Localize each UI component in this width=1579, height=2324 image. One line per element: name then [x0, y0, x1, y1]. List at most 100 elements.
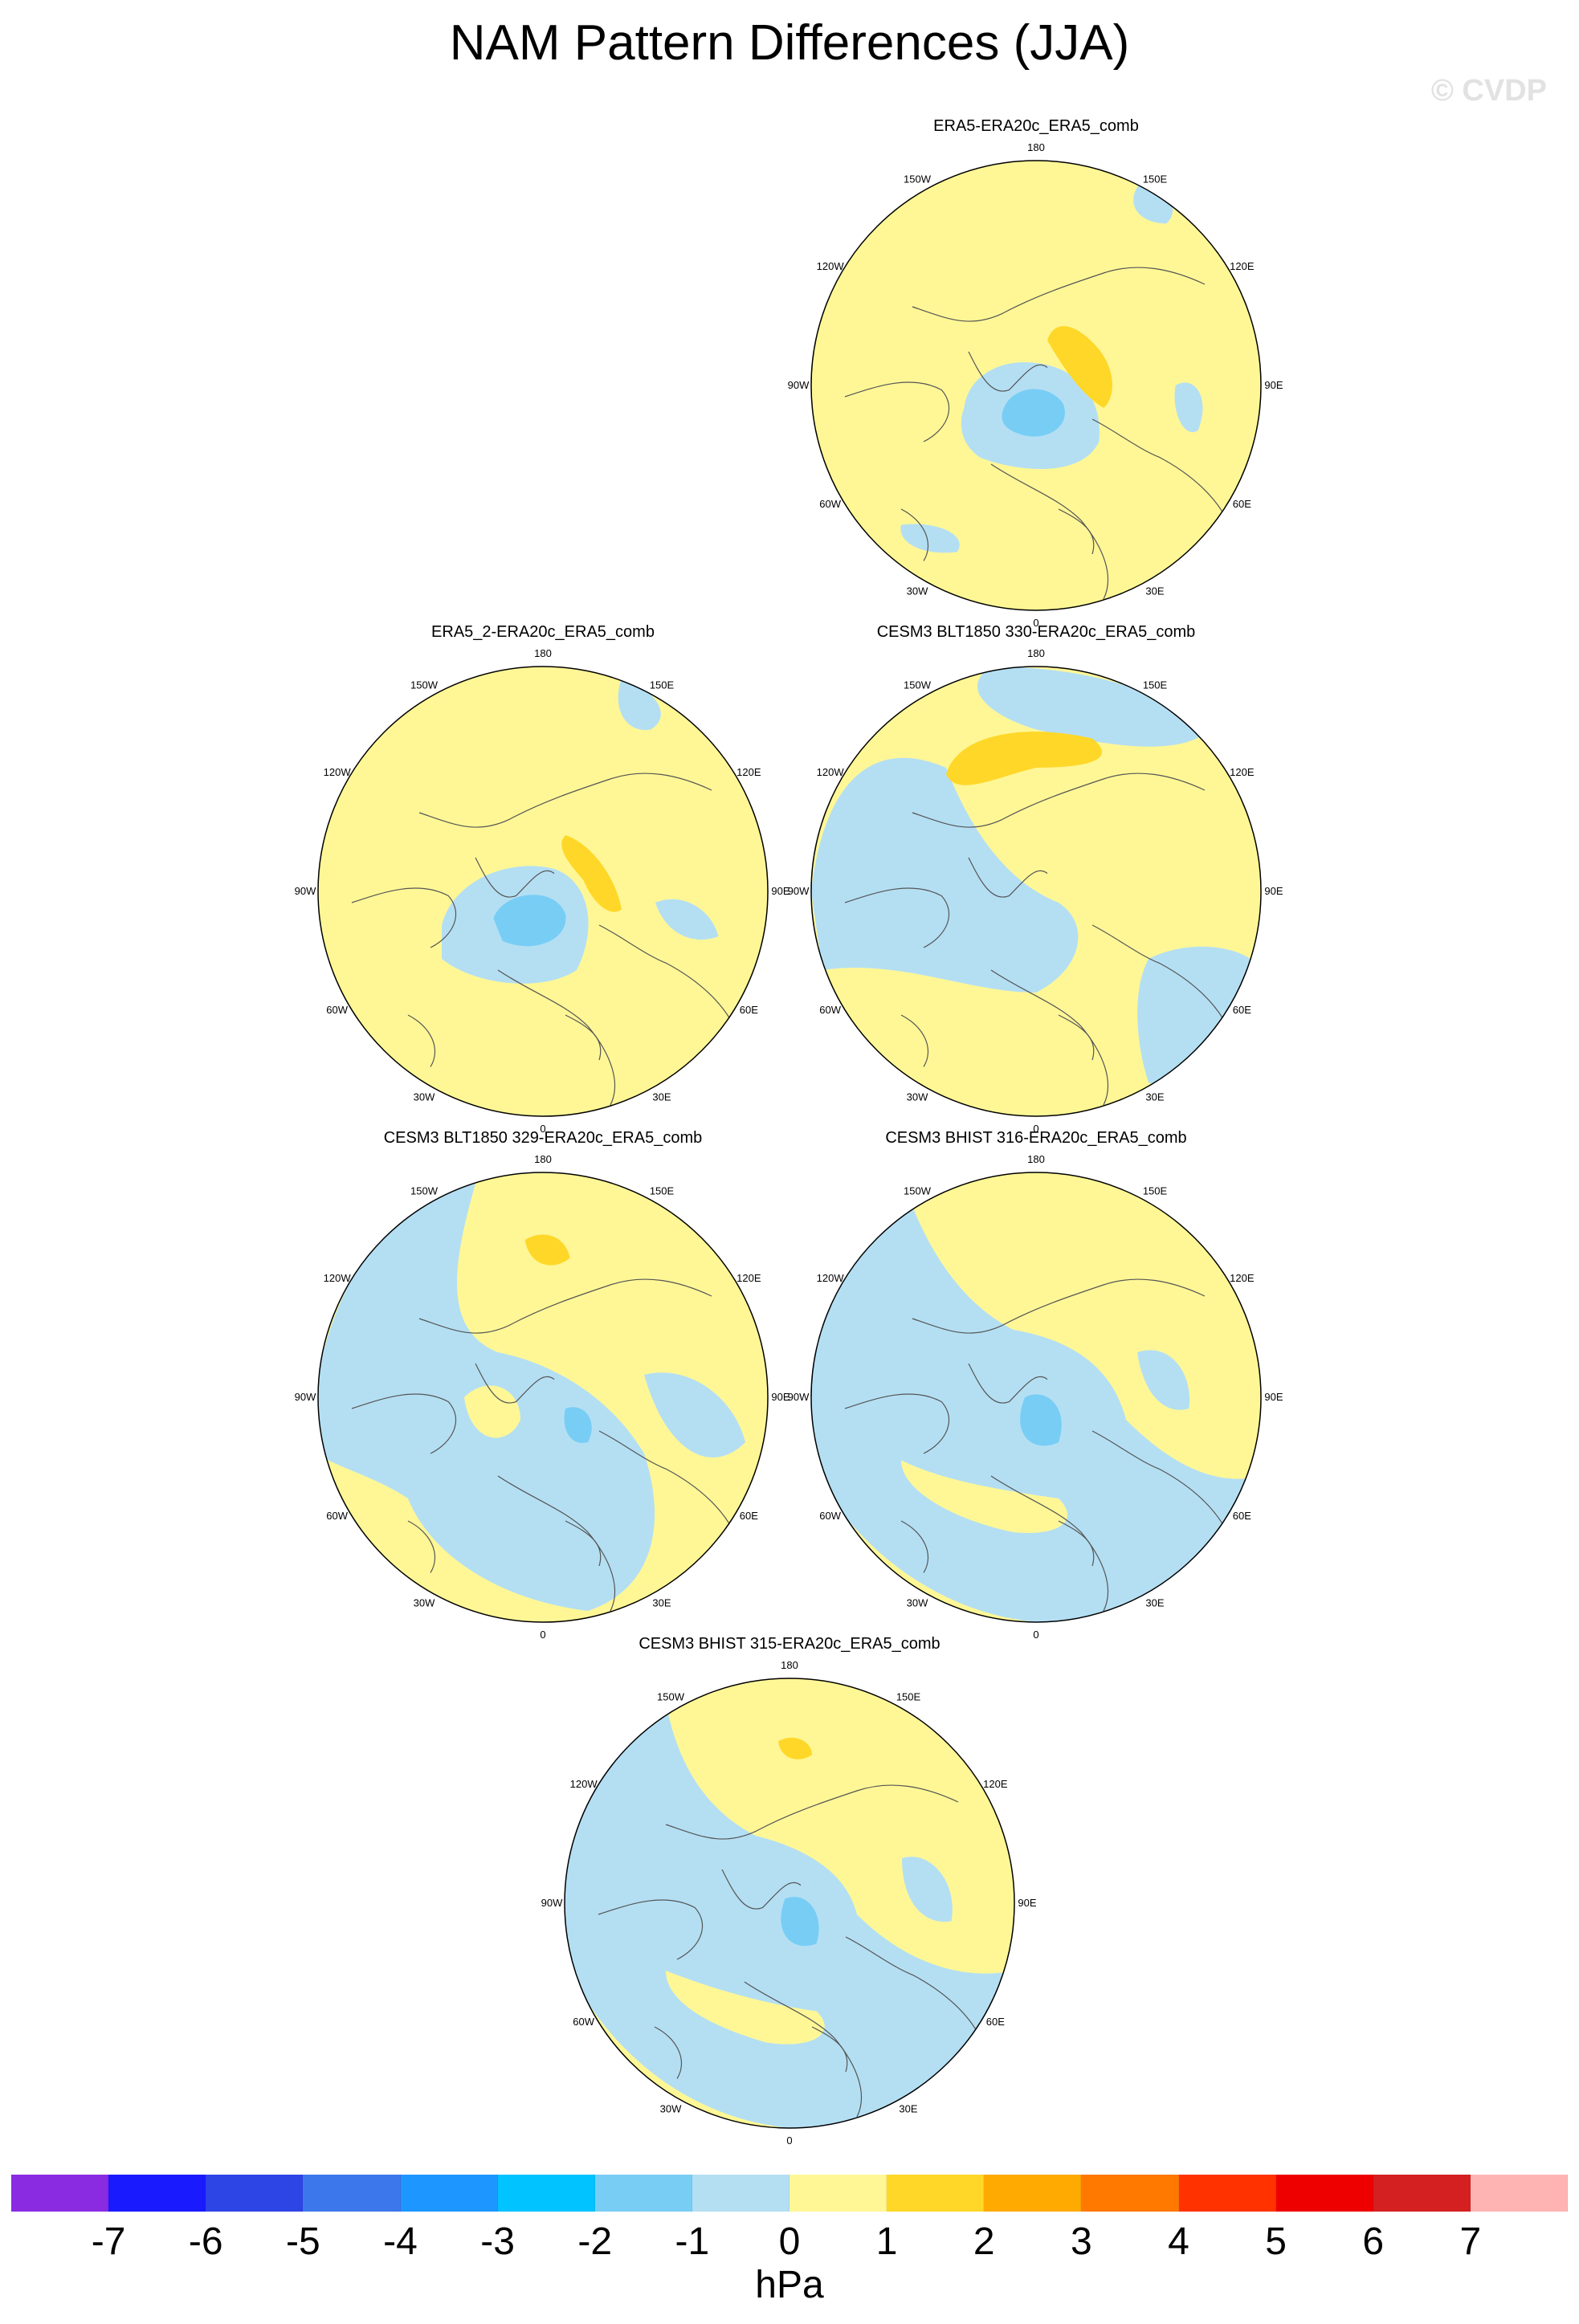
contour-region: [1047, 326, 1112, 408]
colorbar-box: [692, 2175, 790, 2212]
map-panel-era5: ERA5-ERA20c_ERA5_comb 180 150E 120E 90E 60E 3…: [787, 117, 1285, 631]
contour-region: [781, 1897, 819, 1947]
colorbar-tick-label: 3: [1071, 2220, 1092, 2263]
longitude-label: 60W: [326, 1510, 348, 1522]
map-panel-era5-2: ERA5_2-ERA20c_ERA5_comb 180 150E 120E 90E 60…: [294, 623, 792, 1137]
polar-map: 180 150E 120E 90E 60E 30E 0 30W 60W 90W 120W 150W: [788, 1153, 1283, 1641]
longitude-label: 30E: [652, 1596, 671, 1608]
longitude-label: 90W: [788, 1391, 810, 1403]
longitude-label: 90E: [771, 1391, 790, 1403]
colorbar-tick-label: -4: [383, 2220, 418, 2263]
panel-title: ERA5_2-ERA20c_ERA5_comb: [431, 623, 655, 641]
longitude-label: 150E: [1143, 1185, 1168, 1197]
longitude-label: 60W: [326, 1004, 348, 1016]
coastline: [721, 1869, 802, 1910]
colorbar-box: [1470, 2175, 1568, 2212]
coastline: [1091, 418, 1228, 521]
colorbar-box: [984, 2175, 1082, 2212]
coastline: [1058, 508, 1095, 555]
copyright-watermark: © CVDP: [1430, 74, 1547, 108]
coastline: [990, 1475, 1109, 1612]
contour-region: [778, 1737, 812, 1759]
longitude-label: 120W: [817, 766, 845, 778]
longitude-label: 180: [1027, 141, 1045, 153]
colorbar-box: [1275, 2175, 1373, 2212]
longitude-label: 120W: [324, 766, 352, 778]
colorbar-box: [206, 2175, 304, 2212]
contour-region: [1020, 1394, 1062, 1446]
map-border: [810, 160, 1262, 611]
colorbar-tick-label: 5: [1265, 2220, 1287, 2263]
longitude-label: 30E: [1145, 1091, 1164, 1103]
longitude-label: 90W: [295, 1391, 316, 1403]
longitude-label: 120W: [570, 1778, 598, 1790]
coastline: [598, 924, 735, 1027]
colorbar-tick-label: -2: [577, 2220, 613, 2263]
contour-region: [1174, 382, 1203, 433]
contour-region: [618, 678, 661, 731]
polar-map: 180 150E 120E 90E 60E 30E 0 30W 60W 90W 120W 150W: [541, 1659, 1037, 2147]
coastline: [654, 2026, 683, 2079]
coastline: [497, 1475, 616, 1612]
longitude-label: 180: [1027, 1153, 1045, 1165]
longitude-label: 120E: [1230, 766, 1255, 778]
longitude-label: 30E: [652, 1091, 671, 1103]
coastline: [900, 1014, 929, 1067]
contour-region: [1002, 389, 1065, 437]
longitude-label: 30E: [899, 2102, 917, 2114]
contour-region: [902, 1857, 953, 1922]
panel-title: CESM3 BHIST 316-ERA20c_ERA5_comb: [885, 1129, 1187, 1147]
colorbar-box: [11, 2175, 109, 2212]
longitude-label: 0: [540, 1123, 545, 1135]
coastline: [900, 508, 929, 561]
colorbar-tick-label: -3: [480, 2220, 515, 2263]
longitude-label: 60E: [740, 1004, 758, 1016]
colorbar-box: [108, 2175, 206, 2212]
longitude-label: 150E: [1143, 679, 1168, 691]
longitude-label: 60W: [819, 1510, 841, 1522]
longitude-label: 150W: [410, 1185, 439, 1197]
coastline: [811, 2026, 848, 2073]
colorbar-box: [303, 2175, 401, 2212]
coastline: [407, 1520, 436, 1573]
colorbar-tick-label: 6: [1362, 2220, 1385, 2263]
longitude-label: 120E: [1230, 260, 1255, 272]
contour-region: [1133, 178, 1173, 224]
map-panel-blt1850-329: CESM3 BLT1850 329-ERA20c_ERA5_comb 180 15…: [294, 1129, 792, 1643]
longitude-label: 90E: [1264, 379, 1283, 391]
map-border: [317, 1172, 769, 1623]
coastline: [351, 887, 457, 948]
colorbar-tick-label: 7: [1459, 2220, 1482, 2263]
longitude-label: 90E: [1264, 1391, 1283, 1403]
coastline: [565, 1520, 602, 1567]
colorbar-box: [594, 2175, 692, 2212]
coastline: [665, 1784, 959, 1840]
colorbar-box: [497, 2175, 595, 2212]
longitude-label: 60E: [1233, 1510, 1251, 1522]
coastline: [475, 857, 555, 898]
colorbar-box: [1373, 2175, 1471, 2212]
contour-region: [900, 524, 960, 553]
coastline: [1058, 1014, 1095, 1061]
longitude-label: 120W: [324, 1272, 352, 1284]
polar-map: 180 150E 120E 90E 60E 30E 0 30W 60W 90W 120W 150W: [788, 647, 1283, 1135]
longitude-label: 150W: [904, 679, 932, 691]
contour-region: [655, 899, 719, 940]
panel-title: CESM3 BLT1850 329-ERA20c_ERA5_comb: [383, 1129, 703, 1147]
colorbar-box: [887, 2175, 985, 2212]
longitude-label: 30E: [1145, 585, 1164, 597]
contour-region: [666, 1971, 825, 2045]
coastline: [968, 857, 1048, 898]
longitude-label: 120W: [817, 260, 845, 272]
longitude-label: 60E: [1233, 498, 1251, 510]
longitude-label: 60E: [1233, 1004, 1251, 1016]
contour-region: [1137, 1350, 1190, 1410]
coastline: [1091, 1430, 1228, 1533]
colorbar-box: [790, 2175, 887, 2212]
colorbar-tick-label: 2: [973, 2220, 995, 2263]
longitude-label: 60W: [573, 2016, 594, 2028]
longitude-label: 90E: [1018, 1897, 1036, 1909]
colorbar: [11, 2175, 1568, 2215]
longitude-label: 90W: [788, 379, 810, 391]
contour-region: [524, 1234, 570, 1266]
